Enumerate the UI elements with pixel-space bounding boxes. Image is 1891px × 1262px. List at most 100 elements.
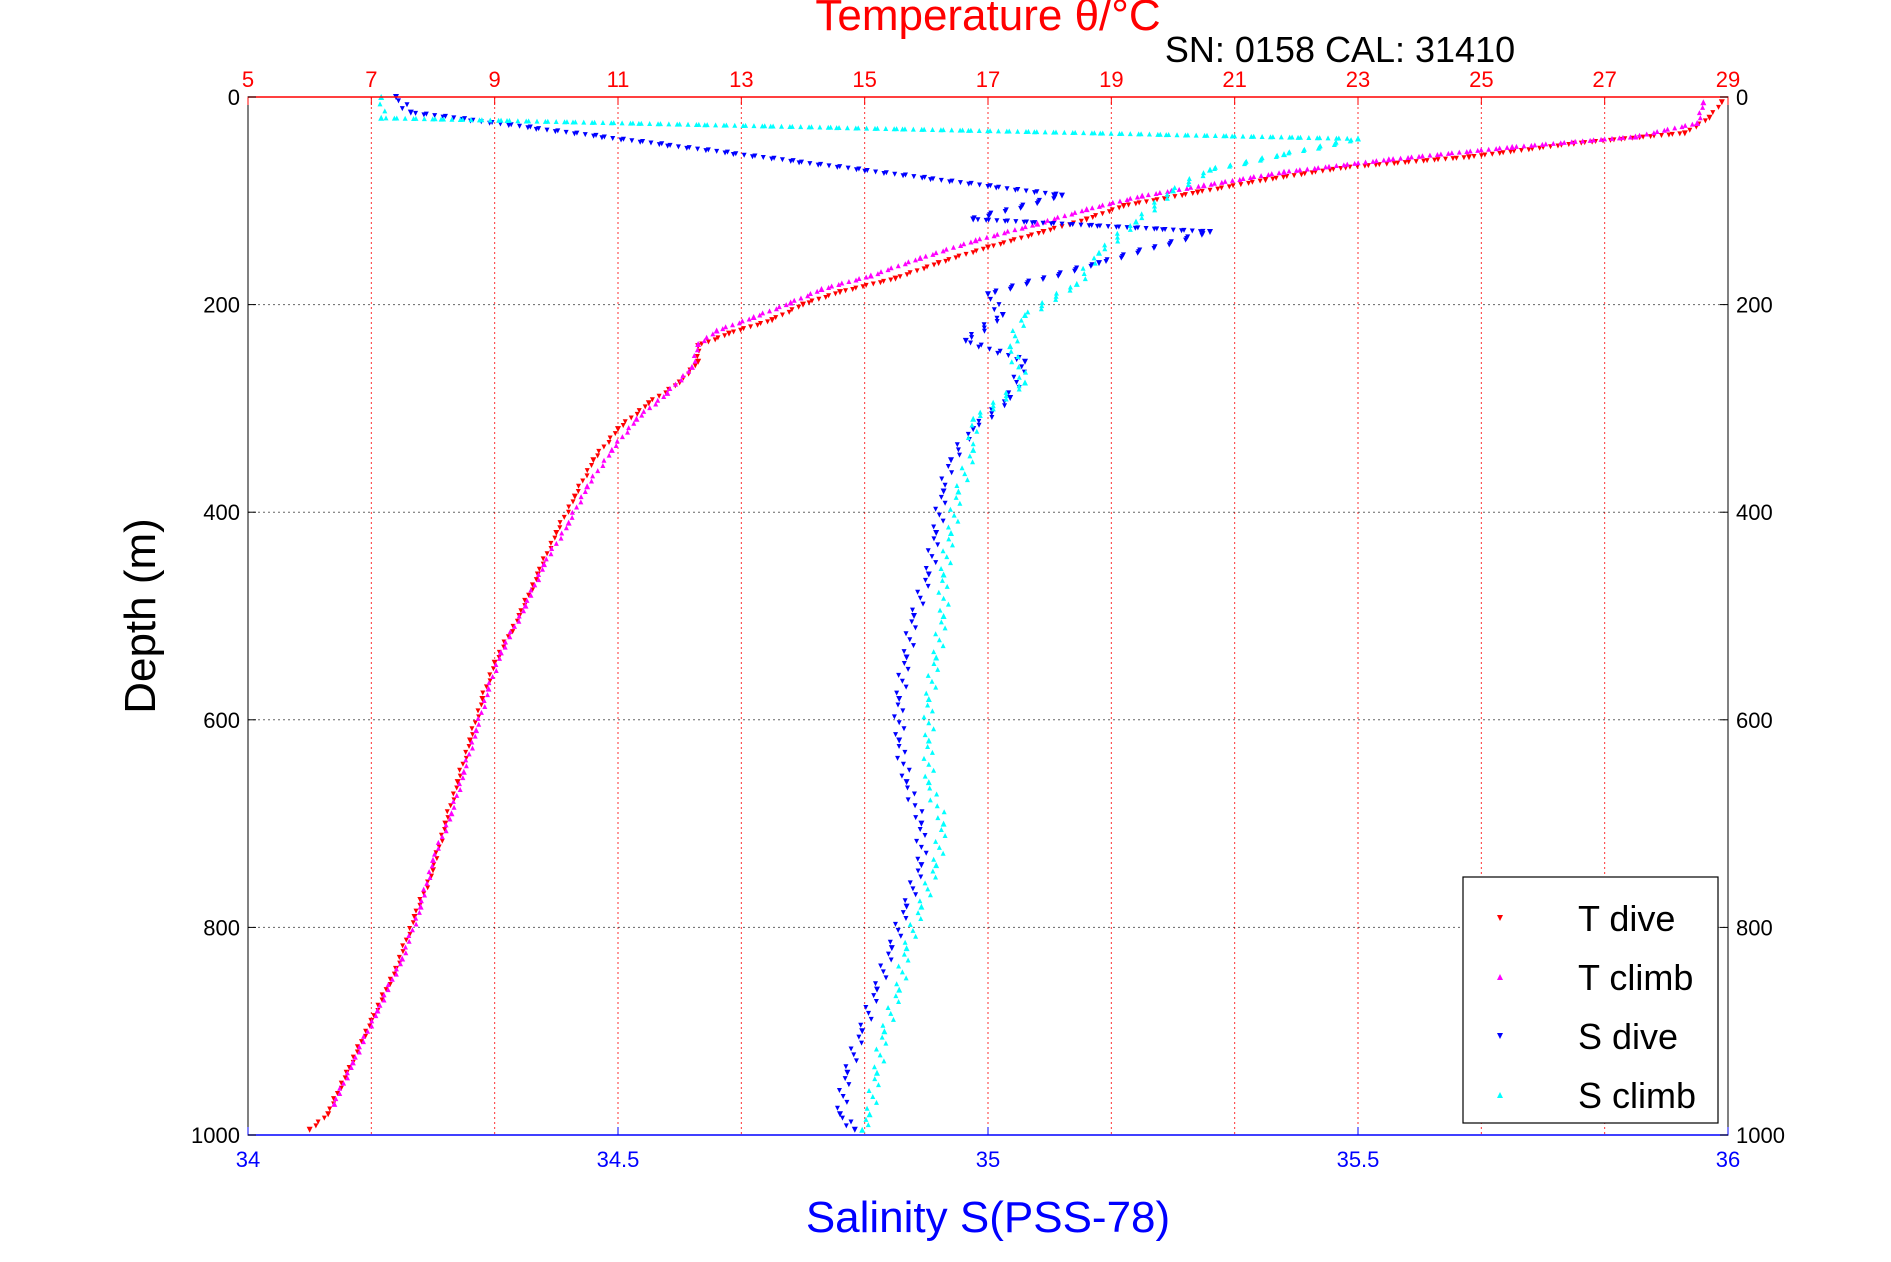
data-point-interp <box>940 518 946 524</box>
data-point-interp <box>1152 203 1157 209</box>
salinity-tick-label: 36 <box>1716 1147 1740 1172</box>
data-point-interp <box>411 116 417 122</box>
data-point-interp <box>903 916 909 922</box>
data-point-interp <box>566 504 572 510</box>
data-point-interp <box>561 514 567 520</box>
data-point-interp <box>924 264 930 270</box>
data-point-interp <box>839 280 845 286</box>
data-point-interp <box>387 981 393 987</box>
data-point-interp <box>863 274 869 280</box>
data-point-interp <box>900 910 906 916</box>
data-point-interp <box>569 509 575 515</box>
data-point-interp <box>429 863 435 869</box>
data-point-interp <box>888 1010 894 1016</box>
data-point-interp <box>1015 128 1021 134</box>
data-point-interp <box>1003 396 1009 402</box>
data-point-interp <box>1163 132 1169 138</box>
data-point-interp <box>1109 207 1115 213</box>
data-point-interp <box>504 118 510 124</box>
data-point-interp <box>921 266 927 272</box>
data-point-interp <box>722 333 728 339</box>
data-point <box>911 613 917 619</box>
data-point-interp <box>1298 172 1304 178</box>
data-point-interp <box>736 320 742 326</box>
data-point-interp <box>953 494 959 500</box>
data-point-interp <box>966 181 972 187</box>
data-point-interp <box>383 987 389 993</box>
data-point-interp <box>521 608 527 614</box>
data-point-interp <box>1102 242 1108 248</box>
data-point-interp <box>694 354 700 359</box>
data-point-interp <box>578 499 584 505</box>
data-point-interp <box>424 880 430 886</box>
data-point-interp <box>901 660 907 666</box>
data-point-interp <box>1381 157 1387 163</box>
data-point-interp <box>468 117 474 123</box>
data-point-interp <box>981 325 987 331</box>
data-point-interp <box>910 927 916 933</box>
data-point <box>1034 220 1041 227</box>
data-point-interp <box>868 1016 874 1022</box>
data-point <box>917 254 924 261</box>
data-point-interp <box>1019 364 1025 370</box>
data-point-interp <box>954 483 960 489</box>
data-point-interp <box>701 338 707 344</box>
data-point-interp <box>1413 159 1419 165</box>
data-point-interp <box>457 786 463 792</box>
data-point-interp <box>919 126 925 132</box>
data-point-interp <box>836 282 842 288</box>
data-point-interp <box>1124 197 1130 203</box>
data-point-interp <box>1039 303 1045 309</box>
data-point-interp <box>892 171 898 177</box>
data-point-interp <box>1089 205 1095 211</box>
data-point-interp <box>977 236 983 242</box>
data-point <box>985 291 991 298</box>
data-point-interp <box>920 601 926 607</box>
data-point-interp <box>1151 245 1157 251</box>
data-point <box>925 737 932 744</box>
data-point <box>970 426 977 433</box>
data-point-interp <box>721 122 727 128</box>
data-point-interp <box>432 851 438 857</box>
data-point-interp <box>714 148 720 154</box>
data-point-interp <box>1011 237 1017 243</box>
data-point-interp <box>936 512 942 518</box>
data-point-interp <box>478 702 484 708</box>
data-point-interp <box>1620 134 1626 140</box>
data-point-interp <box>685 121 691 127</box>
data-point-interp <box>902 898 908 904</box>
data-point-interp <box>493 667 499 673</box>
data-point-interp <box>1036 230 1042 236</box>
data-point <box>896 986 903 993</box>
data-point-interp <box>1478 153 1484 159</box>
depth-tick-label-right: 400 <box>1736 500 1773 525</box>
data-point-interp <box>836 1088 842 1094</box>
data-point-interp <box>1023 129 1029 135</box>
data-point-interp <box>1211 180 1217 186</box>
data-point-interp <box>1105 224 1111 230</box>
data-point-interp <box>919 809 925 815</box>
data-point <box>918 862 925 869</box>
data-point-interp <box>885 1004 891 1010</box>
data-point-interp <box>1170 227 1176 233</box>
data-point-interp <box>1373 162 1379 168</box>
data-point-interp <box>480 690 486 696</box>
data-point-interp <box>945 601 951 607</box>
data-point <box>485 685 492 692</box>
data-point-interp <box>871 993 877 999</box>
data-point-interp <box>757 312 763 318</box>
data-point-interp <box>935 666 941 672</box>
data-point-interp <box>1238 182 1244 188</box>
data-point-interp <box>940 248 946 254</box>
data-point-interp <box>878 269 884 275</box>
data-point-interp <box>704 334 710 340</box>
data-point-interp <box>1067 222 1073 228</box>
data-point-interp <box>720 326 726 332</box>
data-point-interp <box>1091 255 1097 261</box>
data-point-interp <box>1042 190 1048 196</box>
data-point-interp <box>897 274 903 280</box>
data-point-interp <box>923 253 929 259</box>
data-point-interp <box>1257 178 1263 184</box>
data-point-interp <box>445 815 451 821</box>
data-point-interp <box>606 452 612 458</box>
